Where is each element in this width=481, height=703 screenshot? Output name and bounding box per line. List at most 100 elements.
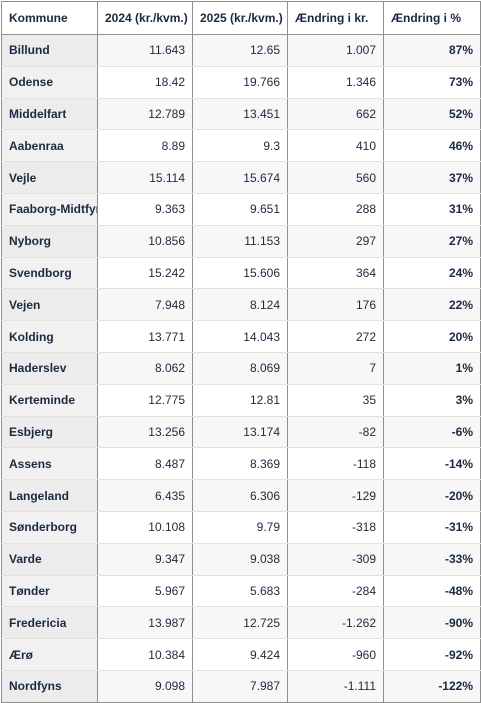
municipality-cell: Haderslev	[1, 352, 98, 385]
value-cell: 13.771	[97, 320, 193, 353]
value-cell: 73%	[383, 66, 481, 99]
municipality-cell: Kerteminde	[1, 384, 98, 417]
municipality-cell: Nordfyns	[1, 670, 98, 703]
value-cell: 9.363	[97, 193, 193, 226]
value-cell: 9.3	[192, 129, 288, 163]
value-cell: 560	[287, 161, 384, 194]
municipality-cell: Assens	[1, 447, 98, 481]
value-cell: -90%	[383, 606, 481, 640]
table-row: Nyborg 10.856 11.153 297 27%	[1, 225, 481, 258]
value-cell: 12.725	[192, 606, 288, 640]
value-cell: -82	[287, 416, 384, 449]
value-cell: 15.606	[192, 257, 288, 290]
value-cell: 18.42	[97, 66, 193, 99]
value-cell: 27%	[383, 225, 481, 258]
value-cell: 9.79	[192, 511, 288, 544]
value-cell: 9.424	[192, 638, 288, 671]
value-cell: 7	[287, 352, 384, 385]
value-cell: 19.766	[192, 66, 288, 99]
value-cell: 8.487	[97, 447, 193, 481]
value-cell: 176	[287, 288, 384, 322]
value-cell: 12.65	[192, 34, 288, 67]
municipality-cell: Vejen	[1, 288, 98, 322]
value-cell: 8.069	[192, 352, 288, 385]
value-cell: -309	[287, 543, 384, 576]
table-row: Billund 11.643 12.65 1.007 87%	[1, 34, 481, 67]
municipality-cell: Aabenraa	[1, 129, 98, 163]
value-cell: 9.651	[192, 193, 288, 226]
value-cell: 410	[287, 129, 384, 163]
table-row: Nordfyns 9.098 7.987 -1.111 -122%	[1, 670, 481, 703]
table-row: Vejle 15.114 15.674 560 37%	[1, 161, 481, 194]
value-cell: 12.775	[97, 384, 193, 417]
value-cell: 7.987	[192, 670, 288, 703]
value-cell: 1.346	[287, 66, 384, 99]
table-body: Billund 11.643 12.65 1.007 87% Odense 18.42 19.…	[1, 34, 481, 703]
value-cell: -284	[287, 575, 384, 608]
table-row: Kolding 13.771 14.043 272 20%	[1, 320, 481, 353]
value-cell: 15.674	[192, 161, 288, 194]
value-cell: -960	[287, 638, 384, 671]
table-row: Vejen 7.948 8.124 176 22%	[1, 288, 481, 322]
value-cell: -6%	[383, 416, 481, 449]
municipality-cell: Middelfart	[1, 98, 98, 131]
municipality-cell: Ærø	[1, 638, 98, 671]
table-row: Odense 18.42 19.766 1.346 73%	[1, 66, 481, 99]
municipality-cell: Nyborg	[1, 225, 98, 258]
municipality-cell: Sønderborg	[1, 511, 98, 544]
value-cell: 272	[287, 320, 384, 353]
value-cell: -92%	[383, 638, 481, 671]
value-cell: 13.256	[97, 416, 193, 449]
value-cell: 37%	[383, 161, 481, 194]
header-cell: Ændring i %	[383, 1, 481, 35]
value-cell: 11.643	[97, 34, 193, 67]
table-row: Svendborg 15.242 15.606 364 24%	[1, 257, 481, 290]
value-cell: 8.062	[97, 352, 193, 385]
municipality-cell: Fredericia	[1, 606, 98, 640]
value-cell: 1%	[383, 352, 481, 385]
municipality-cell: Varde	[1, 543, 98, 576]
value-cell: 288	[287, 193, 384, 226]
value-cell: 46%	[383, 129, 481, 163]
value-cell: 5.683	[192, 575, 288, 608]
municipality-cell: Esbjerg	[1, 416, 98, 449]
value-cell: 13.987	[97, 606, 193, 640]
value-cell: 364	[287, 257, 384, 290]
table-row: Varde 9.347 9.038 -309 -33%	[1, 543, 481, 576]
value-cell: 8.124	[192, 288, 288, 322]
value-cell: 297	[287, 225, 384, 258]
value-cell: -33%	[383, 543, 481, 576]
value-cell: 31%	[383, 193, 481, 226]
value-cell: 13.451	[192, 98, 288, 131]
municipality-cell: Odense	[1, 66, 98, 99]
value-cell: 9.098	[97, 670, 193, 703]
value-cell: -31%	[383, 511, 481, 544]
table-row: Langeland 6.435 6.306 -129 -20%	[1, 479, 481, 512]
value-cell: 20%	[383, 320, 481, 353]
value-cell: -14%	[383, 447, 481, 481]
value-cell: -48%	[383, 575, 481, 608]
value-cell: 15.242	[97, 257, 193, 290]
value-cell: 13.174	[192, 416, 288, 449]
value-cell: 9.347	[97, 543, 193, 576]
value-cell: -1.262	[287, 606, 384, 640]
value-cell: 5.967	[97, 575, 193, 608]
municipality-cell: Vejle	[1, 161, 98, 194]
table-row: Faaborg-Midtfyn 9.363 9.651 288 31%	[1, 193, 481, 226]
value-cell: 24%	[383, 257, 481, 290]
value-cell: 11.153	[192, 225, 288, 258]
header-cell: Ændring i kr.	[287, 1, 384, 35]
municipality-cell: Svendborg	[1, 257, 98, 290]
value-cell: 3%	[383, 384, 481, 417]
value-cell: -1.111	[287, 670, 384, 703]
value-cell: 10.384	[97, 638, 193, 671]
value-cell: 35	[287, 384, 384, 417]
value-cell: 12.81	[192, 384, 288, 417]
value-cell: -318	[287, 511, 384, 544]
table-row: Tønder 5.967 5.683 -284 -48%	[1, 575, 481, 608]
header-cell: 2024 (kr./kvm.)	[97, 1, 193, 35]
value-cell: 14.043	[192, 320, 288, 353]
municipality-cell: Billund	[1, 34, 98, 67]
